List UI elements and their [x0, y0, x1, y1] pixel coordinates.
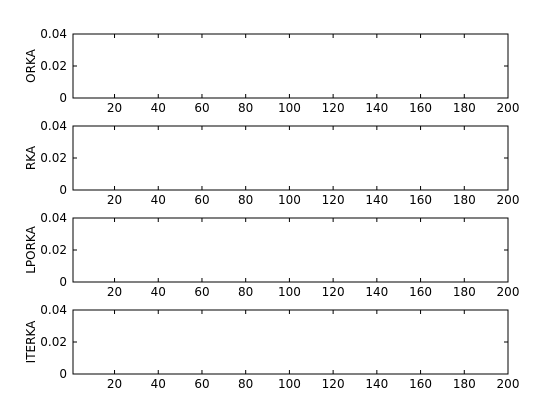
- x-tick-label: 80: [238, 193, 253, 207]
- x-tick-label: 100: [278, 285, 301, 299]
- y-tick-label: 0.04: [40, 303, 67, 317]
- x-tick-label: 80: [238, 377, 253, 391]
- x-tick-label: 180: [453, 193, 476, 207]
- x-tick-label: 140: [365, 285, 388, 299]
- y-tick-label: 0.04: [40, 27, 67, 41]
- axes-frame: [72, 217, 509, 283]
- x-tick-label: 160: [409, 101, 432, 115]
- x-tick-label: 200: [497, 193, 520, 207]
- x-tick-label: 180: [453, 101, 476, 115]
- y-axis-label: ORKA: [24, 48, 38, 82]
- x-tick-label: 200: [497, 285, 520, 299]
- x-tick-label: 80: [238, 285, 253, 299]
- x-tick-label: 40: [151, 193, 166, 207]
- y-tick-label: 0: [59, 275, 67, 289]
- x-tick-label: 120: [322, 377, 345, 391]
- x-tick-label: 100: [278, 377, 301, 391]
- y-tick-label: 0.02: [40, 59, 67, 73]
- x-tick-label: 60: [194, 193, 209, 207]
- subplot-lporka: 20 40 60 80 100 120 140 160 180 200 0 0.02 0.04LPORK…: [24, 211, 519, 299]
- axis-ticks: 20 40 60 80 100 120 140 160 180 200 0 0.02 0.04: [40, 119, 519, 207]
- x-tick-label: 20: [107, 193, 122, 207]
- x-tick-label: 140: [365, 377, 388, 391]
- x-tick-label: 200: [497, 377, 520, 391]
- x-tick-label: 40: [151, 377, 166, 391]
- axes-frame: [72, 33, 509, 99]
- x-tick-label: 160: [409, 377, 432, 391]
- y-tick-label: 0.02: [40, 335, 67, 349]
- x-tick-label: 180: [453, 285, 476, 299]
- subplot-iterka: 20 40 60 80 100 120 140 160 180 200 0 0.02 0.04ITERK…: [24, 303, 519, 391]
- axes-frame: [72, 309, 509, 375]
- axes-frame: [72, 125, 509, 191]
- y-axis-label: LPORKA: [24, 225, 38, 273]
- y-tick-label: 0.02: [40, 151, 67, 165]
- x-tick-label: 20: [107, 101, 122, 115]
- x-tick-label: 200: [497, 101, 520, 115]
- axis-ticks: 20 40 60 80 100 120 140 160 180 200 0 0.02 0.04: [40, 303, 519, 391]
- x-tick-label: 120: [322, 285, 345, 299]
- x-tick-label: 80: [238, 101, 253, 115]
- y-tick-label: 0.04: [40, 119, 67, 133]
- x-tick-label: 20: [107, 377, 122, 391]
- x-tick-label: 40: [151, 285, 166, 299]
- x-tick-label: 60: [194, 377, 209, 391]
- x-tick-label: 140: [365, 193, 388, 207]
- x-tick-label: 60: [194, 101, 209, 115]
- x-tick-label: 140: [365, 101, 388, 115]
- y-axis-label: ITERKA: [24, 320, 38, 363]
- y-tick-label: 0.04: [40, 211, 67, 225]
- x-tick-label: 100: [278, 101, 301, 115]
- x-tick-label: 40: [151, 101, 166, 115]
- y-tick-label: 0: [59, 183, 67, 197]
- y-tick-label: 0: [59, 367, 67, 381]
- x-tick-label: 120: [322, 101, 345, 115]
- x-tick-label: 160: [409, 193, 432, 207]
- y-axis-label: RKA: [24, 145, 38, 170]
- x-tick-label: 20: [107, 285, 122, 299]
- x-tick-label: 100: [278, 193, 301, 207]
- axis-ticks: 20 40 60 80 100 120 140 160 180 200 0 0.02 0.04: [40, 27, 519, 115]
- x-tick-label: 160: [409, 285, 432, 299]
- x-tick-label: 180: [453, 377, 476, 391]
- x-tick-label: 120: [322, 193, 345, 207]
- axis-ticks: 20 40 60 80 100 120 140 160 180 200 0 0.02 0.04: [40, 211, 519, 299]
- y-tick-label: 0: [59, 91, 67, 105]
- y-tick-label: 0.02: [40, 243, 67, 257]
- x-tick-label: 60: [194, 285, 209, 299]
